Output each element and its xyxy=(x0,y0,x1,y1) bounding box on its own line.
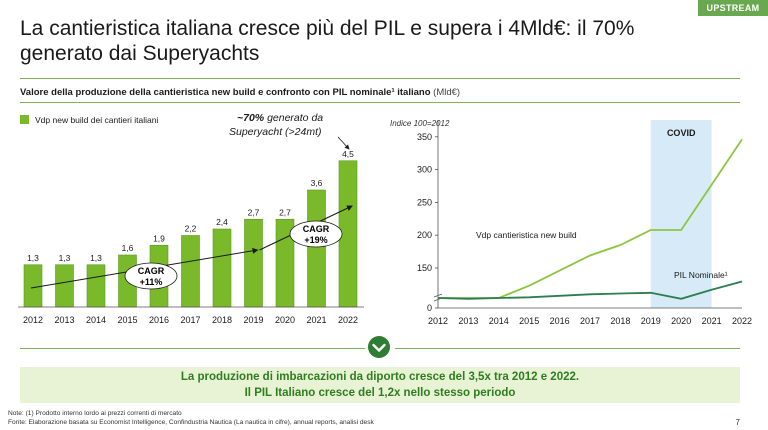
bar-legend-swatch xyxy=(20,115,29,124)
cagr-bubble-2: CAGR+19% xyxy=(289,220,343,248)
x-tick-label: 2012 xyxy=(23,315,43,325)
x-tick-label: 2017 xyxy=(180,315,200,325)
bar-value-label: 1,6 xyxy=(122,243,134,253)
y-tick-label: 200 xyxy=(417,230,432,240)
superyacht-share: ~70% xyxy=(237,112,265,124)
superyacht-note-text: generato da xyxy=(264,112,323,124)
superyacht-note: ~70% generato da xyxy=(237,112,323,124)
y-tick-label: 300 xyxy=(417,165,432,175)
superyacht-note-line-2: Superyacht (>24mt) xyxy=(229,126,322,138)
line-x-tick-label: 2019 xyxy=(641,316,661,326)
pil-series-label: PIL Nominale¹ xyxy=(674,270,728,280)
check-divider-left xyxy=(20,348,365,349)
line-x-tick-label: 2015 xyxy=(519,316,539,326)
page-title: La cantieristica italiana cresce più del… xyxy=(20,17,635,65)
conclusion-line-2: Il PIL Italiano cresce del 1,2x nello st… xyxy=(244,387,516,399)
x-tick-label: 2013 xyxy=(54,315,74,325)
bar-value-label: 4,5 xyxy=(342,149,354,159)
y-tick-label: 150 xyxy=(417,263,432,273)
conclusion-box: La produzione di imbarcazioni da diporto… xyxy=(20,367,740,403)
bar-value-label: 3,6 xyxy=(311,178,323,188)
chart-subtitle: Valore della produzione della cantierist… xyxy=(20,87,460,98)
subtitle-unit: (Mld€) xyxy=(433,87,461,98)
x-tick-label: 2019 xyxy=(243,315,263,325)
bar-value-label: 2,7 xyxy=(279,207,291,217)
check-divider-right xyxy=(395,348,740,349)
bar xyxy=(181,235,200,308)
conclusion-line-1: La produzione di imbarcazioni da diporto… xyxy=(180,371,580,383)
cagr-bubble-1: CAGR+11% xyxy=(124,262,178,290)
line-y-label: Indice 100=2012 xyxy=(390,119,450,128)
bar-value-label: 2,4 xyxy=(216,217,228,227)
x-tick-label: 2021 xyxy=(306,315,326,325)
cagr-bubble-1-label: CAGR xyxy=(138,266,165,276)
x-tick-label: 2014 xyxy=(86,315,106,325)
bar xyxy=(244,218,263,308)
y-tick-label: 350 xyxy=(417,132,432,142)
line-x-tick-label: 2013 xyxy=(458,316,478,326)
bar-value-label: 2,7 xyxy=(248,207,260,217)
bar-chart: Vdp new build dei cantieri italiani 1,3 2… xyxy=(18,112,364,325)
subtitle-divider xyxy=(20,102,740,103)
line-x-tick-label: 2021 xyxy=(702,316,722,326)
section-tag: UPSTREAM xyxy=(698,0,768,16)
x-tick-label: 2016 xyxy=(149,315,169,325)
footnotes: Note: (1) Prodotto interno lordo ai prez… xyxy=(8,409,374,427)
bar xyxy=(86,264,106,308)
bar xyxy=(307,189,326,308)
bar-value-label: 2,2 xyxy=(185,224,197,234)
y-tick-label: 0 xyxy=(427,303,432,313)
line-x-tick-label: 2018 xyxy=(610,316,630,326)
line-x-tick-label: 2012 xyxy=(428,316,448,326)
bar-value-label: 1,9 xyxy=(153,233,165,243)
bar xyxy=(23,264,43,308)
bar xyxy=(212,228,232,308)
bar-value-label: 1,3 xyxy=(59,253,71,263)
bar xyxy=(55,264,74,308)
subtitle-text: Valore della produzione della cantierist… xyxy=(20,87,431,98)
line-x-tick-label: 2014 xyxy=(489,316,509,326)
cagr-bubble-2-value: +19% xyxy=(304,235,327,245)
superyacht-pointer xyxy=(337,136,350,150)
cagr-bubble-2-shape xyxy=(289,220,343,248)
footnote-note: Note: (1) Prodotto interno lordo ai prez… xyxy=(8,410,182,417)
bar-value-label: 1,3 xyxy=(90,253,102,263)
axis-break-mark xyxy=(433,293,443,298)
x-tick-label: 2015 xyxy=(117,315,137,325)
bar-value-label: 1,3 xyxy=(27,253,39,263)
y-tick-label: 250 xyxy=(417,197,432,207)
covid-band xyxy=(650,120,712,308)
x-tick-label: 2020 xyxy=(275,315,295,325)
footnote-source: Fonte: Elaborazione basata su Economist … xyxy=(8,419,374,426)
bar-legend-label: Vdp new build dei cantieri italiani xyxy=(35,115,158,125)
checkmark-icon xyxy=(368,336,390,358)
line-x-tick-label: 2016 xyxy=(550,316,570,326)
x-tick-label: 2018 xyxy=(212,315,232,325)
pil-series-line xyxy=(437,280,743,300)
covid-label: COVID xyxy=(667,128,696,138)
cagr-bubble-1-value: +11% xyxy=(140,277,163,287)
title-divider xyxy=(20,78,740,79)
line-chart: Indice 100=2012 COVID 0 150 200 250 300 350 201… xyxy=(390,119,752,326)
cagr-bubble-2-label: CAGR xyxy=(303,224,330,234)
line-x-tick-label: 2020 xyxy=(671,316,691,326)
page-number: 7 xyxy=(735,418,740,427)
x-tick-label: 2022 xyxy=(338,315,358,325)
line-x-tick-label: 2022 xyxy=(732,316,752,326)
cagr-bubble-1-shape xyxy=(124,262,178,290)
line-x-tick-label: 2017 xyxy=(580,316,600,326)
vdp-series-label: Vdp cantieristica new build xyxy=(476,230,577,240)
